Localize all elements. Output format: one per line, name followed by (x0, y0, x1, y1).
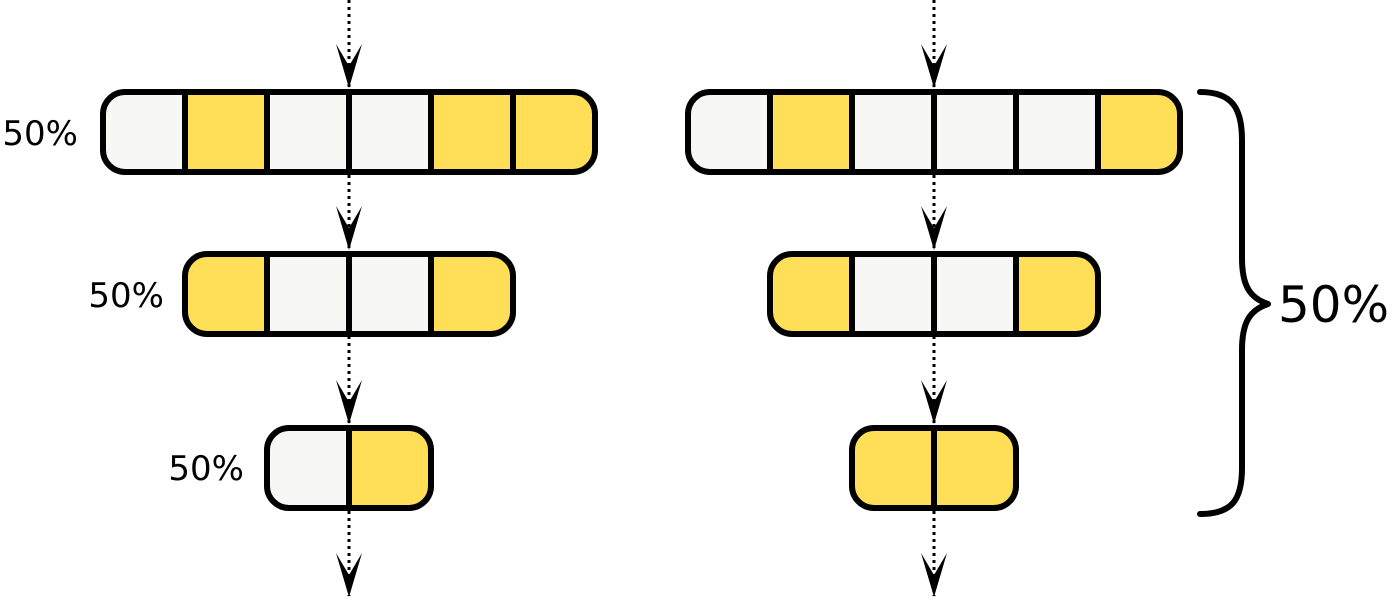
left-row-1-bar (100, 89, 598, 175)
right-arrow-down-icon-3 (921, 380, 947, 424)
right-row-1-cell-4-empty (934, 92, 1016, 172)
right-curly-brace-icon (1197, 89, 1271, 517)
left-column (100, 89, 598, 511)
left-row-3-cell-1-empty (267, 428, 349, 508)
left-row-3-cell-2-filled (349, 428, 431, 508)
right-arrow-down-icon-1 (921, 44, 947, 88)
right-row-1-cell-6-filled (1098, 92, 1180, 172)
left-row-2-cell-3-empty (349, 254, 431, 334)
right-row-3-cell-1-filled (852, 428, 934, 508)
right-row-2-cell-2-empty (852, 254, 934, 334)
left-row-1-outline (100, 89, 598, 175)
right-row-2-bar (767, 251, 1101, 337)
right-row-1-cell-5-empty (1016, 92, 1098, 172)
left-row-2-cell-2-empty (267, 254, 349, 334)
right-row-3-cell-2-filled (934, 428, 1016, 508)
right-row-1-cell-3-empty (852, 92, 934, 172)
right-row-1-cell-2-filled (770, 92, 852, 172)
left-row-1-cell-1-empty (103, 92, 185, 172)
right-arrow-down-icon-2 (921, 206, 947, 250)
right-column (685, 89, 1183, 511)
left-row-3-outline (264, 425, 434, 511)
left-row-2-cell-4-filled (431, 254, 513, 334)
left-row-2-cell-1-filled (185, 254, 267, 334)
right-row-1-cell-1-empty (688, 92, 770, 172)
left-row-2-percentage: 50% (88, 276, 164, 316)
arrowheads (336, 44, 947, 597)
right-row-2-cell-1-filled (770, 254, 852, 334)
right-row-1-bar (685, 89, 1183, 175)
left-row-1-cell-6-filled (513, 92, 595, 172)
left-row-3-bar (264, 425, 434, 511)
left-row-1-cell-3-empty (267, 92, 349, 172)
left-row-1-cell-4-empty (349, 92, 431, 172)
left-row-2-outline (182, 251, 516, 337)
left-row-1-percentage: 50% (2, 114, 78, 154)
right-row-3-outline (849, 425, 1019, 511)
left-row-1-cell-5-filled (431, 92, 513, 172)
left-row-3-percentage: 50% (168, 449, 244, 489)
right-row-2-outline (767, 251, 1101, 337)
left-row-1-cell-2-filled (185, 92, 267, 172)
left-arrow-down-icon-1 (336, 44, 362, 88)
left-arrow-down-icon-2 (336, 206, 362, 250)
brace-percentage: 50% (1278, 276, 1389, 334)
left-arrow-down-icon-3 (336, 380, 362, 424)
right-arrow-down-icon-4 (921, 553, 947, 597)
right-row-1-outline (685, 89, 1183, 175)
left-row-2-bar (182, 251, 516, 337)
right-row-2-cell-3-empty (934, 254, 1016, 334)
right-row-3-bar (849, 425, 1019, 511)
left-arrow-down-icon-4 (336, 553, 362, 597)
right-row-2-cell-4-filled (1016, 254, 1098, 334)
